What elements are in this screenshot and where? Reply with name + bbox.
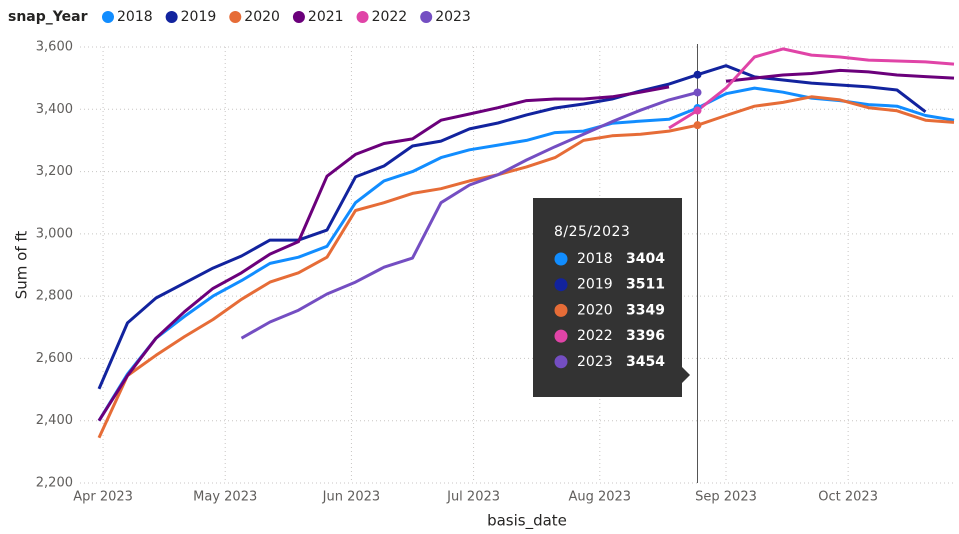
- legend-label: 2022: [372, 9, 408, 25]
- y-tick-label: 2,600: [36, 351, 73, 366]
- tooltip-date: 8/25/2023: [554, 224, 630, 240]
- legend: 2018 2019 2020 2021 2022 2023: [102, 9, 471, 25]
- tooltip-value: 3396: [626, 328, 665, 344]
- tooltip-marker: [554, 329, 568, 343]
- tooltip-box: [533, 198, 690, 397]
- legend-label: 2020: [244, 9, 280, 25]
- x-tick-label: Jun 2023: [322, 490, 381, 505]
- tooltip-value: 3404: [626, 251, 665, 267]
- grid: 2,200 2,400 2,600 2,800 3,000 3,200 3,400 3,600…: [36, 40, 954, 505]
- x-tick-label: Apr 2023: [73, 490, 133, 505]
- legend-label: 2018: [117, 9, 153, 25]
- y-tick-label: 2,200: [36, 476, 73, 491]
- tooltip-name: 2023: [577, 354, 613, 370]
- x-tick-label: Oct 2023: [818, 490, 878, 505]
- tooltip-marker: [554, 252, 568, 266]
- tooltip-value: 3511: [626, 277, 665, 293]
- y-tick-label: 3,000: [36, 226, 73, 241]
- series-line: [97, 95, 955, 439]
- series-line: [668, 47, 955, 130]
- tooltip-name: 2020: [577, 302, 613, 318]
- x-tick-label: Aug 2023: [568, 490, 631, 505]
- series-line: [97, 68, 955, 422]
- x-tick-label: May 2023: [193, 490, 257, 505]
- legend-marker: [102, 11, 114, 23]
- x-tick-label: Jul 2023: [446, 490, 500, 505]
- legend-marker: [292, 11, 305, 23]
- tooltip-marker: [554, 355, 568, 369]
- tooltip-value: 3454: [626, 354, 665, 370]
- tooltip-marker: [554, 303, 568, 317]
- y-tick-label: 3,600: [36, 40, 73, 55]
- legend-title: snap_Year: [8, 9, 88, 25]
- legend-label: 2023: [435, 9, 471, 25]
- y-tick-label: 2,800: [36, 289, 73, 304]
- legend-label: 2019: [181, 9, 217, 25]
- tooltip-name: 2022: [577, 328, 613, 344]
- series-line: [240, 91, 698, 340]
- legend-label: 2021: [308, 9, 344, 25]
- x-axis-title: basis_date: [487, 512, 567, 531]
- y-tick-label: 2,400: [36, 413, 73, 428]
- y-tick-label: 3,200: [36, 164, 73, 179]
- y-axis-title: Sum of ft: [13, 231, 31, 300]
- series-line: [97, 86, 955, 422]
- hover-point: [693, 70, 702, 79]
- hover-point: [693, 88, 702, 97]
- tooltip: 8/25/2023 2018 3404 2019 3511 2020 3349 2022 339…: [533, 44, 702, 483]
- tooltip-marker: [554, 278, 568, 292]
- legend-marker: [229, 11, 242, 23]
- x-tick-label: Sep 2023: [695, 490, 757, 505]
- y-tick-label: 3,400: [36, 102, 73, 117]
- tooltip-name: 2018: [577, 251, 613, 267]
- hover-point: [693, 106, 702, 115]
- legend-marker: [356, 11, 369, 23]
- legend-marker: [165, 11, 178, 23]
- series-line: [97, 64, 927, 390]
- hover-point: [693, 121, 702, 130]
- tooltip-value: 3349: [626, 302, 665, 318]
- lines: [97, 47, 955, 439]
- tooltip-name: 2019: [577, 277, 613, 293]
- legend-marker: [420, 11, 433, 23]
